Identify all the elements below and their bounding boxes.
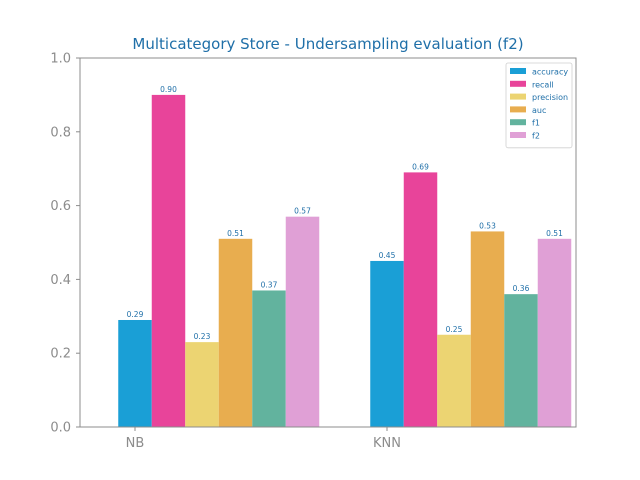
bar-precision-knn — [437, 334, 471, 427]
data-label: 0.53 — [479, 221, 496, 230]
bar-f1-knn — [504, 294, 538, 427]
bar-f2-knn — [537, 238, 572, 427]
chart-title: Multicategory Store - Undersampling eval… — [132, 35, 523, 53]
legend-label: precision — [532, 93, 568, 102]
data-label: 0.45 — [379, 251, 396, 260]
y-tick-label: 0.2 — [50, 347, 71, 362]
legend-swatch — [510, 68, 526, 74]
y-axis: 0.0 0.2 0.4 0.6 0.8 1.0 — [50, 52, 80, 436]
bar-f2-nb — [285, 216, 320, 427]
legend-swatch — [510, 119, 526, 126]
data-label: 0.51 — [227, 229, 244, 238]
bar-auc-knn — [470, 231, 505, 427]
data-label: 0.25 — [446, 325, 463, 334]
bar-recall-nb — [151, 94, 186, 428]
plot-area: 0.29 0.45 0.90 0.69 0.23 0.25 0.51 0.53 0.37 0.36… — [118, 85, 572, 428]
legend: accuracy recall precision auc f1 f2 — [505, 62, 573, 149]
bar-accuracy-nb — [118, 319, 152, 427]
data-label: 0.29 — [127, 310, 144, 319]
legend-swatch — [510, 93, 526, 100]
legend-swatch — [510, 80, 526, 87]
legend-label: accuracy — [532, 68, 568, 77]
data-label: 0.36 — [513, 284, 530, 293]
legend-swatch — [510, 132, 526, 138]
legend-label: recall — [532, 80, 554, 89]
legend-label: f1 — [532, 119, 540, 128]
y-tick-label: 1.0 — [50, 52, 71, 67]
x-tick-label: KNN — [373, 436, 401, 451]
data-label: 0.23 — [194, 332, 211, 341]
bar-auc-nb — [218, 238, 253, 427]
plot-frame — [79, 57, 577, 428]
y-tick-label: 0.4 — [50, 273, 71, 288]
bar-f1-nb — [252, 290, 286, 427]
legend-label: auc — [532, 106, 546, 115]
bar-accuracy-knn — [370, 260, 404, 427]
bar-precision-nb — [185, 342, 219, 427]
data-label: 0.57 — [294, 207, 311, 216]
data-label: 0.90 — [160, 85, 177, 94]
y-tick-label: 0.0 — [50, 421, 71, 436]
data-label: 0.37 — [261, 280, 278, 289]
data-label: 0.51 — [546, 229, 563, 238]
y-tick-label: 0.6 — [50, 199, 71, 214]
x-tick-label: NB — [126, 436, 145, 451]
x-axis: NB KNN — [126, 427, 401, 451]
y-tick-label: 0.8 — [50, 125, 71, 140]
bar-recall-knn — [403, 172, 438, 427]
legend-swatch — [510, 106, 526, 113]
legend-label: f2 — [532, 132, 540, 141]
data-label: 0.69 — [412, 162, 429, 171]
